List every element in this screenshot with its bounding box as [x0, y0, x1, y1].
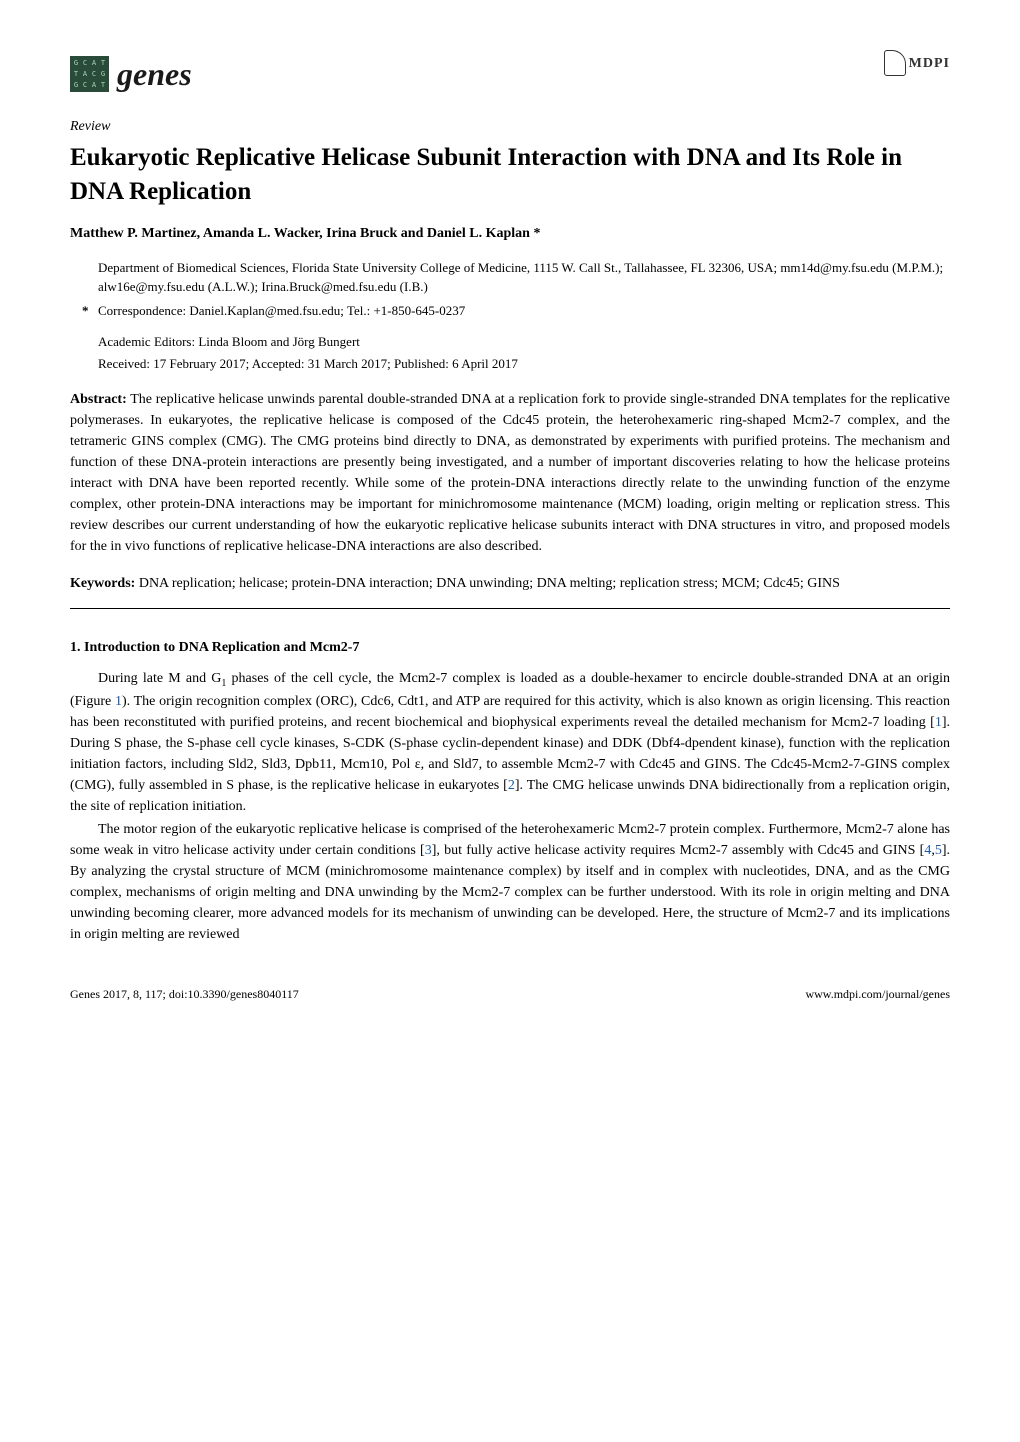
citation-ref[interactable]: 3: [425, 843, 432, 858]
corresponding-star-icon: *: [82, 301, 98, 321]
body-text: ], but fully active helicase activity re…: [432, 843, 925, 858]
keywords-label: Keywords:: [70, 576, 135, 591]
logo-cell: T: [99, 80, 107, 90]
logo-cell: A: [81, 69, 89, 79]
body-paragraph-2: The motor region of the eukaryotic repli…: [70, 819, 950, 945]
logo-cell: G: [99, 69, 107, 79]
abstract: Abstract: The replicative helicase unwin…: [70, 389, 950, 557]
figure-ref[interactable]: 1: [115, 694, 122, 709]
abstract-label: Abstract:: [70, 392, 127, 407]
footer-url: www.mdpi.com/journal/genes: [805, 985, 950, 1003]
logo-cell: T: [72, 69, 80, 79]
keywords: Keywords: DNA replication; helicase; pro…: [70, 573, 950, 594]
citation-ref[interactable]: 5: [935, 843, 942, 858]
footer-citation: Genes 2017, 8, 117; doi:10.3390/genes804…: [70, 985, 299, 1003]
body-paragraph-1: During late M and G1 phases of the cell …: [70, 668, 950, 817]
footer: Genes 2017, 8, 117; doi:10.3390/genes804…: [70, 985, 950, 1003]
keywords-text: DNA replication; helicase; protein-DNA i…: [135, 576, 840, 591]
logo-cell: C: [81, 80, 89, 90]
corresponding-text: Correspondence: Daniel.Kaplan@med.fsu.ed…: [98, 303, 465, 318]
logo-cell: G: [72, 80, 80, 90]
mdpi-icon: [884, 50, 906, 76]
publisher-name: MDPI: [909, 53, 950, 74]
citation-ref[interactable]: 1: [935, 715, 942, 730]
body-text: During late M and G: [98, 671, 221, 686]
logo-cell: C: [90, 69, 98, 79]
section-heading: 1. Introduction to DNA Replication and M…: [70, 637, 950, 658]
publication-dates: Received: 17 February 2017; Accepted: 31…: [98, 354, 950, 374]
logo-cell: G: [72, 58, 80, 68]
logo-cell: C: [81, 58, 89, 68]
logo-grid-icon: G C A T T A C G G C A T: [70, 56, 109, 92]
divider: [70, 608, 950, 609]
corresponding-author: *Correspondence: Daniel.Kaplan@med.fsu.e…: [98, 301, 950, 321]
academic-editors: Academic Editors: Linda Bloom and Jörg B…: [98, 332, 950, 352]
article-type: Review: [70, 116, 950, 137]
authors: Matthew P. Martinez, Amanda L. Wacker, I…: [70, 223, 950, 244]
logo-cell: A: [90, 58, 98, 68]
journal-name: genes: [117, 50, 192, 98]
abstract-text: The replicative helicase unwinds parenta…: [70, 392, 950, 554]
logo-cell: T: [99, 58, 107, 68]
body-text: ). The origin recognition complex (ORC),…: [70, 694, 950, 730]
logo-cell: A: [90, 80, 98, 90]
affiliation: Department of Biomedical Sciences, Flori…: [98, 258, 950, 297]
journal-logo: G C A T T A C G G C A T genes: [70, 50, 192, 98]
citation-ref[interactable]: 2: [508, 778, 515, 793]
publisher-logo: MDPI: [884, 50, 950, 76]
header-row: G C A T T A C G G C A T genes MDPI: [70, 50, 950, 98]
article-title: Eukaryotic Replicative Helicase Subunit …: [70, 141, 950, 209]
